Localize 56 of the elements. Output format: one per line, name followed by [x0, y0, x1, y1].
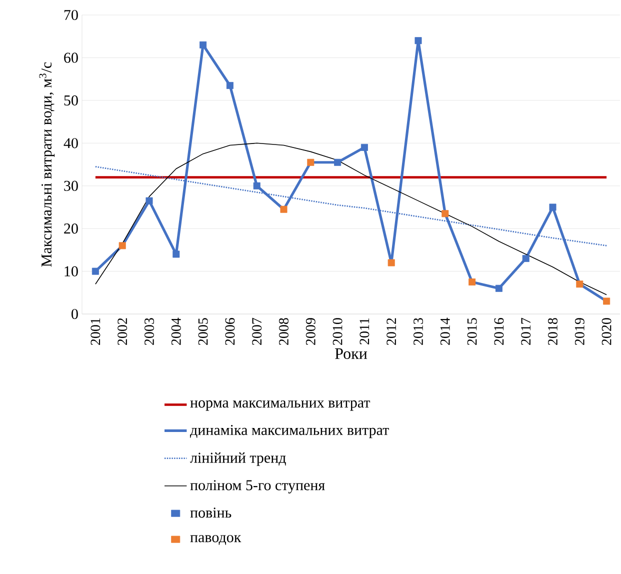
x-tick-label: 2008	[279, 318, 288, 345]
point	[200, 41, 207, 48]
point	[468, 278, 476, 286]
x-tick-label: 2016	[494, 318, 504, 345]
legend-label: лінійний тренд	[190, 452, 286, 466]
x-tick-label: 2001	[90, 318, 100, 345]
x-tick-label: 2012	[386, 318, 396, 345]
x-tick-label: 2018	[548, 318, 558, 345]
legend-label: поліном 5-го ступеня	[190, 480, 325, 494]
y-tick-label: 70	[64, 10, 78, 20]
y-tick-label: 0	[72, 308, 78, 320]
point	[576, 280, 584, 288]
point	[172, 250, 180, 258]
x-tick-label: 2011	[360, 318, 370, 344]
point	[442, 210, 449, 218]
legend-label: повінь	[190, 508, 232, 518]
point	[146, 197, 153, 204]
y-tick-label: 60	[64, 52, 78, 63]
x-tick-label: 2014	[440, 318, 450, 345]
point	[334, 158, 342, 166]
y-tick-label: 30	[64, 180, 78, 191]
point	[253, 182, 260, 190]
point	[495, 284, 502, 292]
y-tick-label: 50	[64, 95, 78, 106]
point	[226, 82, 234, 89]
point	[388, 259, 395, 266]
point	[603, 298, 610, 305]
point	[92, 268, 99, 275]
x-axis-title: Роки	[335, 348, 368, 360]
point	[522, 254, 530, 262]
x-tick-label: 2004	[171, 318, 181, 345]
y-tick-label: 10	[64, 266, 78, 276]
y-tick-label: 40	[64, 138, 78, 148]
x-tick-label: 2007	[252, 318, 262, 345]
y-axis-title: Максимальні витрати води, м$^{3}$/с	[39, 62, 55, 267]
point	[549, 204, 556, 211]
x-tick-label: 2020	[602, 318, 612, 345]
x-tick-label: 2013	[414, 318, 423, 345]
legend-label: динаміка максимальних витрат	[190, 425, 389, 438]
x-tick-label: 2003	[144, 318, 154, 345]
x-tick-label: 2005	[198, 318, 208, 345]
x-tick-label: 2006	[225, 318, 235, 345]
legend-label: норма максимальних витрат	[190, 400, 370, 411]
point	[118, 242, 126, 250]
x-tick-label: 2009	[306, 318, 316, 345]
legend-label: паводок	[190, 535, 242, 546]
point	[360, 144, 368, 151]
x-tick-label: 2010	[332, 318, 342, 345]
x-tick-label: 2002	[118, 318, 128, 345]
point	[414, 37, 422, 44]
point	[280, 206, 288, 213]
y-tick-label: 20	[64, 224, 78, 234]
point	[307, 158, 314, 166]
x-tick-label: 2019	[574, 318, 584, 345]
x-tick-label: 2017	[521, 318, 531, 345]
x-tick-label: 2015	[467, 318, 477, 345]
